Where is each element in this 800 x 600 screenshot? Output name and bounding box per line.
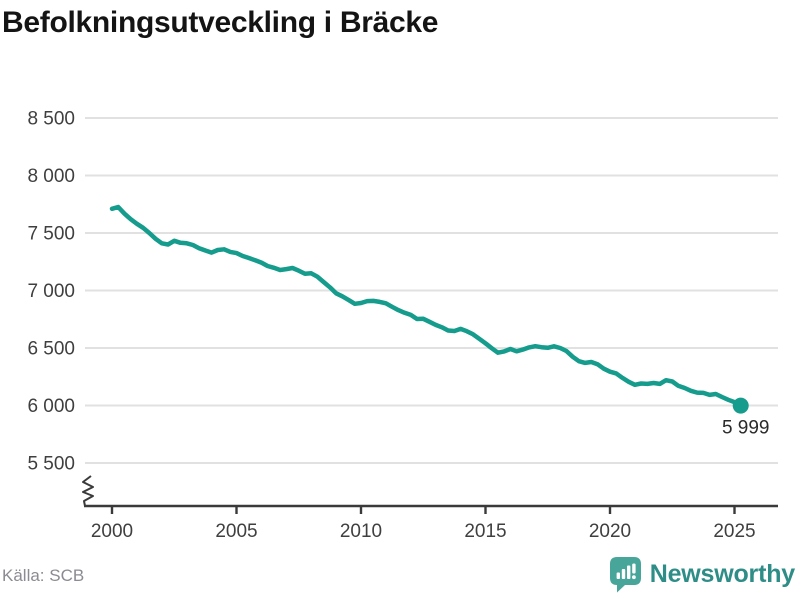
y-tick-label: 8 500: [27, 109, 75, 130]
chart-title: Befolkningsutveckling i Bräcke: [2, 6, 439, 39]
source-label: Källa: SCB: [2, 566, 85, 585]
newsworthy-logo-text: Newsworthy: [649, 560, 795, 588]
x-tick-label: 2000: [91, 521, 133, 542]
footer: Källa: SCB Newsworthy: [0, 556, 800, 600]
population-line: [109, 204, 743, 408]
y-tick-label: 8 000: [27, 166, 75, 187]
newsworthy-logo[interactable]: Newsworthy: [609, 556, 795, 593]
y-tick-label: 7 000: [27, 281, 75, 302]
x-tick-label: 2010: [340, 521, 382, 542]
x-tick-label: 2015: [464, 521, 506, 542]
newsworthy-logo-icon: [609, 557, 641, 593]
population-line-chart: 8 500 8 000 7 500 7 000 6 500 6 000 5 500 2000 2…: [27, 109, 778, 542]
x-tick-label: 2020: [589, 521, 631, 542]
axis-break-icon: [82, 475, 94, 507]
y-tick-label: 5 500: [27, 454, 75, 475]
end-point-dot: [732, 397, 749, 414]
y-tick-label: 6 000: [27, 396, 75, 417]
y-tick-label: 7 500: [27, 224, 75, 245]
y-tick-label: 6 500: [27, 339, 75, 360]
end-point-label: 5 999: [722, 418, 770, 439]
x-tick-label: 2005: [215, 521, 257, 542]
x-tick-label: 2025: [713, 521, 755, 542]
